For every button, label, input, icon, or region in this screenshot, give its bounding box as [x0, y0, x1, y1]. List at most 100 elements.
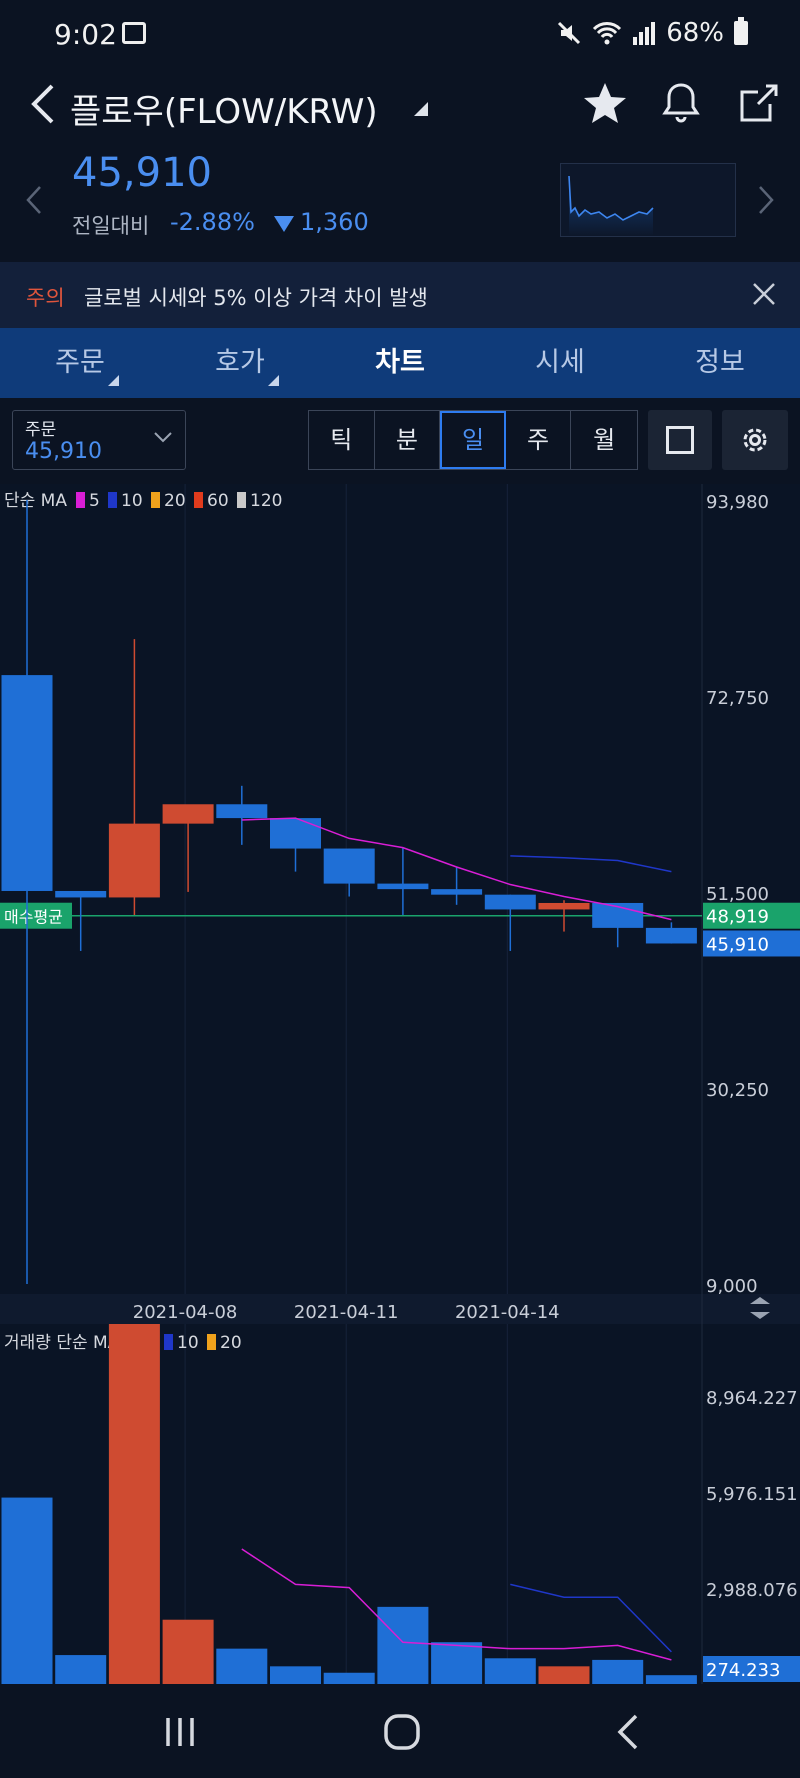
recent-apps-icon[interactable]: [150, 1706, 210, 1758]
bell-icon[interactable]: [658, 80, 704, 126]
diff-percent: -2.88%: [170, 208, 255, 236]
candle-body: [108, 823, 160, 898]
tab-orderbook-label: 호가: [215, 347, 265, 378]
mini-price-chart[interactable]: [560, 163, 736, 237]
chart-toolbar: 주문 45,910 틱 분 일 주 월: [0, 398, 800, 484]
tab-orderbook-caret-icon: [268, 375, 279, 386]
status-bar: 9:02 68%: [0, 0, 800, 70]
volume-legend-title: 거래량 단순 MA: [4, 1333, 120, 1353]
volume-legend-swatch: [164, 1334, 173, 1350]
date-axis-bg: [0, 1294, 800, 1324]
ma-legend-label: 20: [164, 491, 186, 511]
volume-bar: [108, 1324, 160, 1684]
ma-legend-swatch: [108, 492, 117, 508]
period-tick-button[interactable]: 틱: [309, 411, 375, 469]
battery-text: 68%: [666, 18, 724, 48]
title-dropdown-icon[interactable]: [412, 100, 428, 116]
tab-order[interactable]: 주문: [0, 328, 160, 398]
diff-label: 전일대비: [72, 214, 150, 238]
order-dropdown-value: 45,910: [25, 439, 102, 464]
candle-body: [645, 927, 697, 944]
period-day-button[interactable]: 일: [440, 411, 506, 469]
period-month-button[interactable]: 월: [593, 426, 616, 454]
last-volume-label: 274.233: [706, 1660, 780, 1681]
candlestick-chart[interactable]: 2021-04-08 2021-04-11 2021-04-14 93,980 72,7…: [0, 484, 800, 1684]
volume-legend-label: 20: [220, 1333, 242, 1353]
volume-bar: [645, 1675, 697, 1684]
star-icon[interactable]: [582, 80, 628, 126]
chart-area[interactable]: 2021-04-08 2021-04-11 2021-04-14 93,980 72,7…: [0, 484, 800, 1684]
tab-order-caret-icon: [108, 375, 119, 386]
volume-bar: [323, 1672, 375, 1684]
y-tick-label: 9,000: [706, 1276, 758, 1297]
close-icon[interactable]: [752, 282, 776, 306]
volume-bar: [538, 1666, 590, 1684]
status-indicators: 68%: [556, 17, 748, 48]
notice-tag: 주의: [26, 286, 65, 310]
y-tick-label: 51,500: [706, 884, 769, 905]
prev-coin-icon[interactable]: [26, 185, 42, 215]
back-nav-icon[interactable]: [598, 1706, 658, 1758]
chart-settings-button[interactable]: [722, 410, 788, 470]
share-icon[interactable]: [736, 80, 782, 126]
gear-icon: [743, 428, 767, 452]
header: 플로우(FLOW/KRW): [0, 70, 800, 140]
candle-body: [55, 890, 107, 898]
period-minute-button[interactable]: 분: [375, 411, 441, 469]
order-dropdown[interactable]: 주문 45,910: [12, 410, 186, 470]
volume-bar: [216, 1648, 268, 1684]
x-tick-label: 2021-04-11: [294, 1302, 399, 1323]
system-nav-bar: [0, 1686, 800, 1778]
period-selector: 틱 분 일 주 월: [308, 410, 638, 470]
current-price: 45,910: [72, 150, 212, 196]
ma-legend-label: 10: [121, 491, 143, 511]
last-price-label: 45,910: [706, 934, 769, 955]
volume-bar: [55, 1655, 107, 1684]
ma-legend-swatch: [151, 492, 160, 508]
period-week-button[interactable]: 주: [506, 411, 572, 469]
candle-body: [1, 675, 53, 891]
main-tabs: 주문 호가 차트 시세 정보: [0, 328, 800, 398]
candle-body: [377, 883, 429, 890]
volume-y-tick-label: 8,964.227: [706, 1388, 798, 1409]
expand-down-icon: [750, 1312, 770, 1319]
volume-legend-label: 10: [177, 1333, 199, 1353]
back-arrow-icon[interactable]: [24, 82, 64, 126]
tab-chart[interactable]: 차트: [320, 328, 480, 398]
ma-legend-title: 단순 MA: [4, 491, 67, 511]
avg-buy-price-bg: [703, 902, 800, 929]
volume-bar: [377, 1606, 429, 1684]
tab-market-price-label: 시세: [535, 347, 585, 378]
tab-orderbook[interactable]: 호가: [160, 328, 320, 398]
ma-legend-label: 5: [89, 491, 100, 511]
fullscreen-button[interactable]: [648, 410, 712, 470]
page-title[interactable]: 플로우(FLOW/KRW): [70, 92, 378, 132]
signal-icon: [633, 22, 656, 45]
tab-info[interactable]: 정보: [640, 328, 800, 398]
next-coin-icon[interactable]: [758, 185, 774, 215]
volume-bar: [431, 1642, 483, 1684]
ma-legend-label: 60: [207, 491, 229, 511]
ma5-line: [241, 817, 672, 921]
last-volume-bg: [703, 1656, 800, 1682]
status-time: 9:02: [54, 18, 117, 51]
candle-body: [162, 804, 214, 824]
notice-banner: 주의 글로벌 시세와 5% 이상 가격 차이 발생: [0, 262, 800, 328]
image-notification-icon: [122, 22, 146, 44]
notice-text: 글로벌 시세와 5% 이상 가격 차이 발생: [84, 286, 428, 310]
volume-bar: [270, 1666, 321, 1684]
volume-bar: [592, 1659, 644, 1684]
ma-legend-swatch: [194, 492, 203, 508]
volume-bar: [1, 1497, 53, 1684]
avg-buy-tag: 매수평균: [4, 908, 63, 927]
volume-ma5-line: [241, 1548, 672, 1661]
diff-amount: 1,360: [300, 208, 369, 236]
home-icon[interactable]: [372, 1706, 432, 1758]
candle-body: [270, 818, 321, 849]
volume-y-tick-label: 2,988.076: [706, 1580, 798, 1601]
battery-icon: [734, 17, 748, 45]
tab-market-price[interactable]: 시세: [480, 328, 640, 398]
ma10-line: [510, 855, 672, 873]
volume-legend-swatch: [207, 1334, 216, 1350]
price-summary: 45,910 전일대비 -2.88% 1,360: [0, 140, 800, 250]
